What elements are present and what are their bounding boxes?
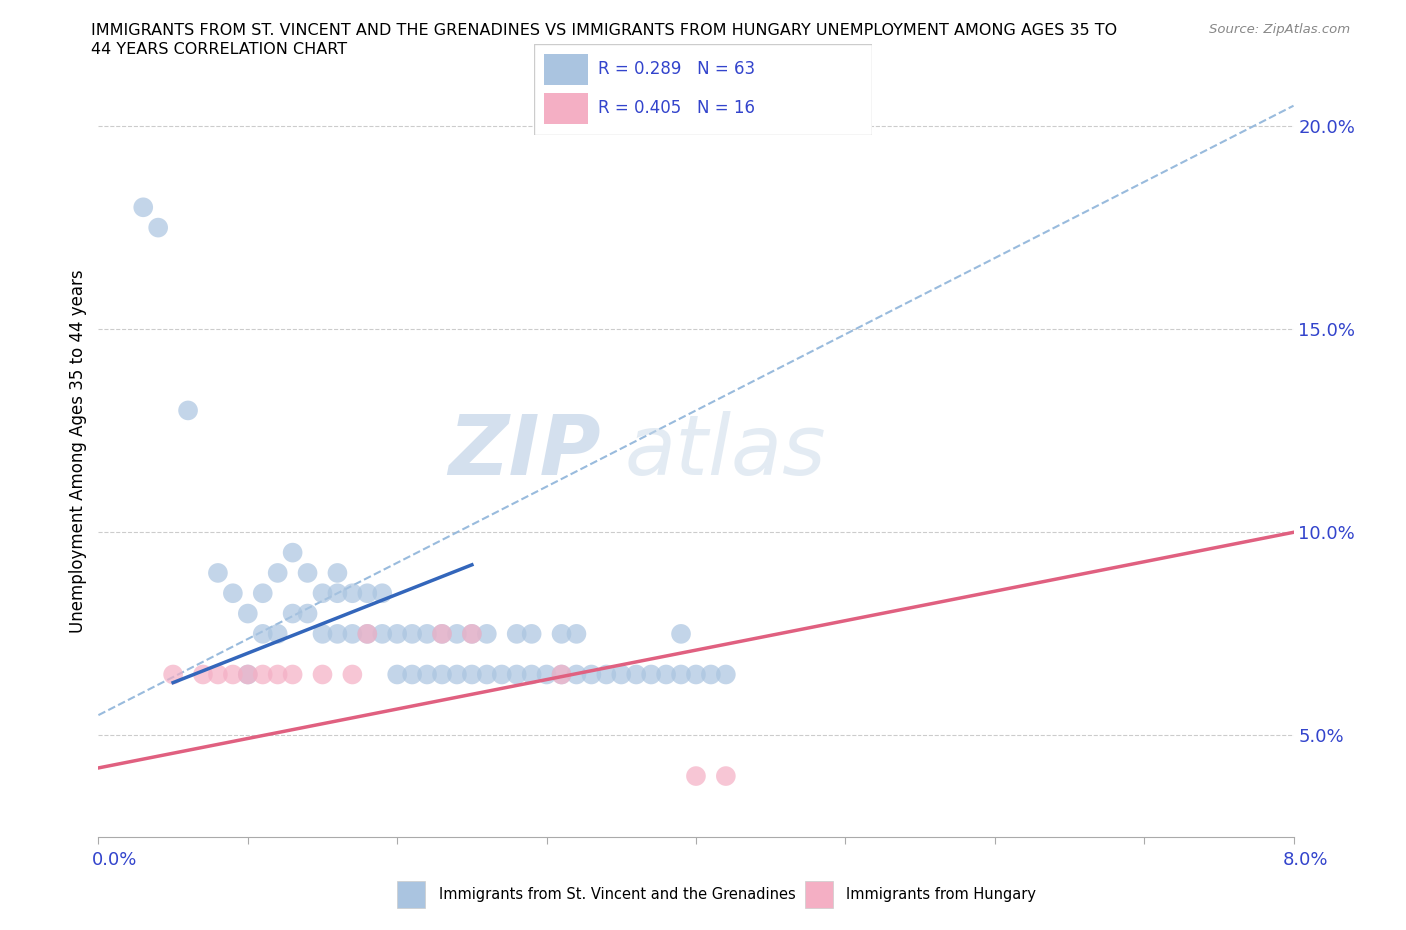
Point: [236, 667, 259, 682]
Point: [281, 667, 304, 682]
Text: R = 0.405   N = 16: R = 0.405 N = 16: [599, 100, 755, 117]
Point: [506, 667, 529, 682]
Point: [236, 606, 259, 621]
Point: [536, 667, 558, 682]
Point: [342, 667, 364, 682]
Point: [177, 403, 200, 418]
Point: [148, 220, 170, 235]
Point: [267, 627, 290, 642]
Point: [461, 627, 484, 642]
Point: [416, 667, 439, 682]
Bar: [398, 882, 426, 908]
Point: [401, 627, 423, 642]
Point: [385, 627, 409, 642]
Point: [416, 627, 439, 642]
Point: [520, 667, 543, 682]
Bar: [544, 54, 588, 85]
Point: [385, 667, 409, 682]
Point: [700, 667, 723, 682]
Point: [342, 627, 364, 642]
Point: [685, 768, 707, 783]
Point: [610, 667, 633, 682]
Point: [356, 586, 378, 601]
Point: [475, 627, 498, 642]
Point: [506, 627, 529, 642]
Point: [297, 606, 319, 621]
Point: [581, 667, 603, 682]
Text: ZIP: ZIP: [447, 410, 600, 492]
Point: [311, 586, 333, 601]
Point: [565, 667, 588, 682]
Point: [342, 586, 364, 601]
Text: IMMIGRANTS FROM ST. VINCENT AND THE GRENADINES VS IMMIGRANTS FROM HUNGARY UNEMPL: IMMIGRANTS FROM ST. VINCENT AND THE GREN…: [91, 23, 1118, 38]
Point: [207, 667, 229, 682]
Point: [267, 667, 290, 682]
Point: [222, 586, 245, 601]
Text: atlas: atlas: [624, 410, 825, 492]
Point: [475, 667, 498, 682]
Point: [430, 627, 453, 642]
Bar: [804, 882, 832, 908]
Point: [371, 586, 394, 601]
Point: [326, 627, 349, 642]
Point: [356, 627, 378, 642]
Point: [640, 667, 662, 682]
Text: Source: ZipAtlas.com: Source: ZipAtlas.com: [1209, 23, 1350, 36]
Point: [491, 667, 513, 682]
Point: [401, 667, 423, 682]
Point: [446, 627, 468, 642]
Text: Immigrants from Hungary: Immigrants from Hungary: [846, 887, 1036, 902]
Point: [356, 627, 378, 642]
Point: [520, 627, 543, 642]
Point: [236, 667, 259, 682]
Point: [655, 667, 678, 682]
Point: [430, 627, 453, 642]
Point: [222, 667, 245, 682]
Point: [669, 667, 692, 682]
FancyBboxPatch shape: [534, 44, 872, 135]
Point: [430, 667, 453, 682]
Point: [461, 667, 484, 682]
Point: [446, 667, 468, 682]
Point: [281, 606, 304, 621]
Point: [132, 200, 155, 215]
Point: [252, 586, 274, 601]
Point: [326, 565, 349, 580]
Bar: [544, 93, 588, 124]
Text: R = 0.289   N = 63: R = 0.289 N = 63: [599, 60, 755, 78]
Point: [550, 667, 572, 682]
Point: [714, 667, 737, 682]
Point: [461, 627, 484, 642]
Point: [162, 667, 184, 682]
Point: [685, 667, 707, 682]
Point: [565, 627, 588, 642]
Point: [550, 667, 572, 682]
Point: [267, 565, 290, 580]
Point: [714, 768, 737, 783]
Point: [626, 667, 648, 682]
Point: [281, 545, 304, 560]
Y-axis label: Unemployment Among Ages 35 to 44 years: Unemployment Among Ages 35 to 44 years: [69, 270, 87, 632]
Point: [252, 627, 274, 642]
Point: [669, 627, 692, 642]
Point: [207, 565, 229, 580]
Text: Immigrants from St. Vincent and the Grenadines: Immigrants from St. Vincent and the Gren…: [439, 887, 796, 902]
Text: 8.0%: 8.0%: [1284, 851, 1329, 870]
Text: 0.0%: 0.0%: [91, 851, 136, 870]
Point: [311, 627, 333, 642]
Point: [595, 667, 617, 682]
Point: [326, 586, 349, 601]
Point: [191, 667, 214, 682]
Text: 44 YEARS CORRELATION CHART: 44 YEARS CORRELATION CHART: [91, 42, 347, 57]
Point: [371, 627, 394, 642]
Point: [550, 627, 572, 642]
Point: [311, 667, 333, 682]
Point: [252, 667, 274, 682]
Point: [297, 565, 319, 580]
